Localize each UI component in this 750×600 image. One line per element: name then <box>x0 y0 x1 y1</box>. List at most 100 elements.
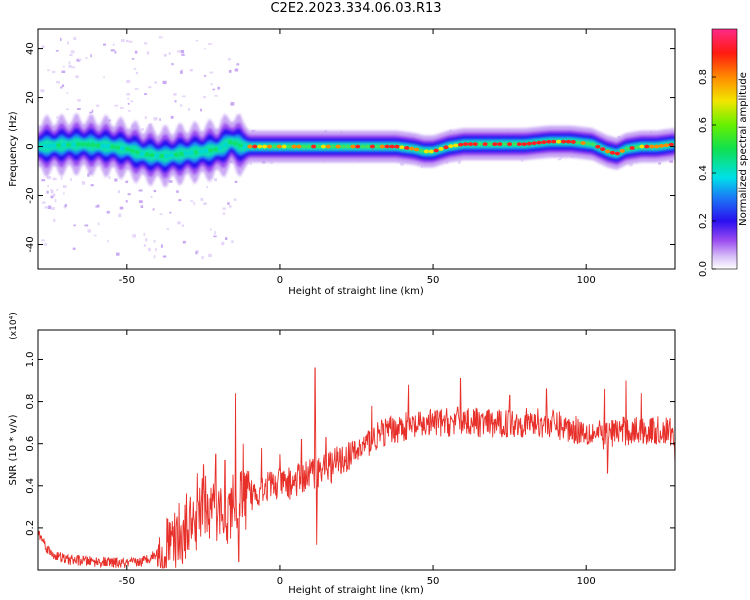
heatmap-speckle <box>236 63 240 66</box>
heatmap-speckle <box>50 195 54 199</box>
heatmap-speckle <box>144 116 147 120</box>
colorbar-label: Normalized spectral amplitude <box>738 72 749 226</box>
colorbar-ticks: 0.0 0.2 0.4 0.6 0.8 <box>698 69 716 277</box>
heatmap-speckle <box>222 207 226 210</box>
heatmap-speckle <box>89 111 93 114</box>
heatmap-speckle <box>114 178 118 182</box>
heatmap-ridge-cell <box>654 144 660 149</box>
heatmap-speckle <box>201 256 204 259</box>
heatmap-speckle <box>150 195 153 199</box>
spectrogram-y-tick-label: -20 <box>25 187 36 203</box>
heatmap-speckle <box>69 54 73 57</box>
heatmap-ridge-cell <box>129 148 135 153</box>
heatmap-speckle <box>64 203 67 207</box>
heatmap-speckle <box>46 190 49 194</box>
heatmap-ridge-cell <box>521 142 527 147</box>
heatmap-speckle <box>60 86 63 89</box>
heatmap-speckle <box>234 68 239 72</box>
heatmap-ridge-cell <box>301 144 307 149</box>
heatmap-speckle <box>56 116 59 119</box>
heatmap-ridge-cell <box>159 153 165 159</box>
heatmap-speckle <box>47 205 52 210</box>
heatmap-speckle <box>168 180 173 183</box>
heatmap-speckle <box>118 213 122 218</box>
heatmap-speckle <box>59 37 62 41</box>
heatmap-speckle <box>87 229 91 233</box>
heatmap-speckle <box>420 166 423 168</box>
heatmap-speckle <box>42 201 46 204</box>
heatmap-speckle <box>71 66 76 69</box>
heatmap-ridge-cell <box>105 144 111 149</box>
heatmap-ridge-cell <box>462 142 469 147</box>
heatmap-speckle <box>108 175 111 180</box>
heatmap-speckle <box>208 42 212 45</box>
heatmap-ridge-cell <box>66 142 72 148</box>
heatmap-speckle <box>234 180 238 184</box>
heatmap-speckle <box>107 240 109 243</box>
heatmap-speckle <box>148 86 152 89</box>
heatmap-ridge-cell <box>193 150 199 155</box>
heatmap-speckle <box>224 237 228 241</box>
heatmap-speckle <box>62 185 67 188</box>
heatmap-speckle <box>50 189 54 194</box>
heatmap-speckle <box>93 234 97 237</box>
heatmap-ridge-cell <box>575 140 581 145</box>
heatmap-speckle <box>154 81 157 84</box>
heatmap-ridge-cell <box>80 142 86 147</box>
heatmap-ridge-cell <box>262 144 268 149</box>
heatmap-speckle <box>400 162 404 166</box>
heatmap-speckle <box>521 158 524 162</box>
heatmap-ridge-cell <box>526 141 532 146</box>
heatmap-ridge-cell <box>541 140 547 145</box>
heatmap-ridge-cell <box>46 143 52 149</box>
heatmap-speckle <box>134 50 138 54</box>
heatmap-speckle <box>84 224 89 227</box>
heatmap-speckle <box>206 185 208 189</box>
heatmap-speckle <box>97 222 100 226</box>
heatmap-speckle <box>204 74 207 77</box>
heatmap-speckle <box>213 178 217 182</box>
heatmap-speckle <box>180 104 183 107</box>
heatmap-speckle <box>214 95 218 97</box>
heatmap-speckle <box>195 251 198 255</box>
heatmap-ridge-cell <box>340 144 346 149</box>
heatmap-speckle <box>177 50 181 53</box>
heatmap-speckle <box>141 128 145 131</box>
heatmap-ridge-cell <box>61 142 67 148</box>
heatmap-speckle <box>125 180 129 184</box>
heatmap-ridge-cell <box>222 142 229 148</box>
heatmap-ridge-cell <box>448 144 454 149</box>
spectrogram-y-tick-label: -40 <box>25 236 36 252</box>
heatmap-speckle <box>112 43 115 46</box>
heatmap-ridge-cell <box>389 144 395 149</box>
colorbar-tick-label: 0.4 <box>698 165 709 181</box>
heatmap-ridge-cell <box>433 148 439 153</box>
colorbar-tick-label: 0.0 <box>698 261 709 277</box>
heatmap-speckle <box>127 97 129 101</box>
heatmap-ridge-cell <box>315 144 322 149</box>
heatmap-speckle <box>106 210 110 214</box>
heatmap-ridge-cell <box>51 143 57 148</box>
snr-marks <box>38 367 675 569</box>
heatmap-speckle <box>110 49 115 52</box>
heatmap-speckle <box>117 190 121 194</box>
spectrogram-panel: -50 0 50 100 -40 -20 0 20 40 Height of straight … <box>8 28 676 297</box>
heatmap-ridge-cell <box>492 142 498 147</box>
heatmap-speckle <box>60 176 63 180</box>
heatmap-speckle <box>52 70 56 74</box>
heatmap-ridge-cell <box>320 144 327 149</box>
heatmap-ridge-cell <box>271 144 278 149</box>
heatmap-speckle <box>41 45 45 48</box>
heatmap-speckle <box>155 248 157 252</box>
heatmap-ridge-cell <box>90 142 96 148</box>
heatmap-ridge-cell <box>384 144 390 149</box>
snr-panel: -50 0 50 100 0.2 0.4 0.6 0.8 1.0 Height of strai… <box>8 312 676 596</box>
colorbar-tick-label: 0.6 <box>698 117 709 133</box>
heatmap-speckle <box>171 63 174 66</box>
heatmap-speckle <box>159 213 163 216</box>
heatmap-ridge-cell <box>139 151 145 157</box>
heatmap-ridge-cell <box>472 142 478 147</box>
heatmap-ridge-cell <box>394 144 400 149</box>
heatmap-speckle <box>200 198 204 201</box>
